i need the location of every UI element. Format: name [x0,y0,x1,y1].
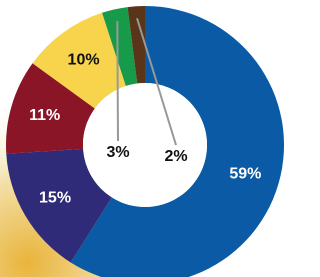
leader-line [117,21,118,141]
data-label: 10% [68,52,100,69]
data-label: 15% [39,189,71,206]
chart: 59% 15% 11% 10% 3% 2% [0,0,284,277]
data-label: 11% [29,107,60,124]
data-label: 3% [106,144,129,161]
donut-hole [83,83,207,207]
data-label: 59% [229,165,261,182]
data-label: 2% [164,148,187,165]
